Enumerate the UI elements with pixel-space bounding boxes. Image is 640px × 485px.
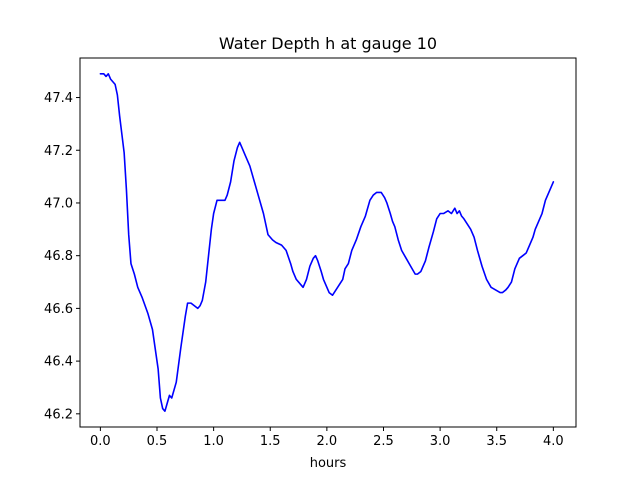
y-tick-label: 47.4 <box>44 91 73 106</box>
y-tick-label: 47.2 <box>44 144 73 159</box>
x-tick-label: 4.0 <box>543 434 564 449</box>
x-tick-label: 3.0 <box>430 434 451 449</box>
x-tick-label: 2.0 <box>317 434 338 449</box>
x-axis-label: hours <box>310 456 347 471</box>
y-tick-label: 46.8 <box>44 249 73 264</box>
plot-frame <box>79 57 577 428</box>
x-tick-label: 3.5 <box>486 434 507 449</box>
x-axis: 0.0 0.5 1.0 1.5 2.0 2.5 3.0 3.5 4.0 <box>90 427 564 449</box>
y-tick-label: 47.0 <box>44 196 73 211</box>
y-tick-label: 46.6 <box>44 302 73 317</box>
x-tick-label: 1.0 <box>203 434 224 449</box>
chart-title: Water Depth h at gauge 10 <box>219 34 437 53</box>
y-tick-label: 46.4 <box>44 355 73 370</box>
x-tick-label: 0.5 <box>147 434 168 449</box>
x-tick-label: 2.5 <box>373 434 394 449</box>
x-tick-label: 0.0 <box>90 434 111 449</box>
series-layer <box>99 73 555 412</box>
x-tick-label: 1.5 <box>260 434 281 449</box>
y-tick-label: 46.2 <box>44 407 73 422</box>
y-axis: 46.2 46.4 46.6 46.8 47.0 47.2 47.4 <box>44 91 80 422</box>
water-depth-series-line <box>99 73 555 412</box>
plot-area <box>80 58 576 427</box>
